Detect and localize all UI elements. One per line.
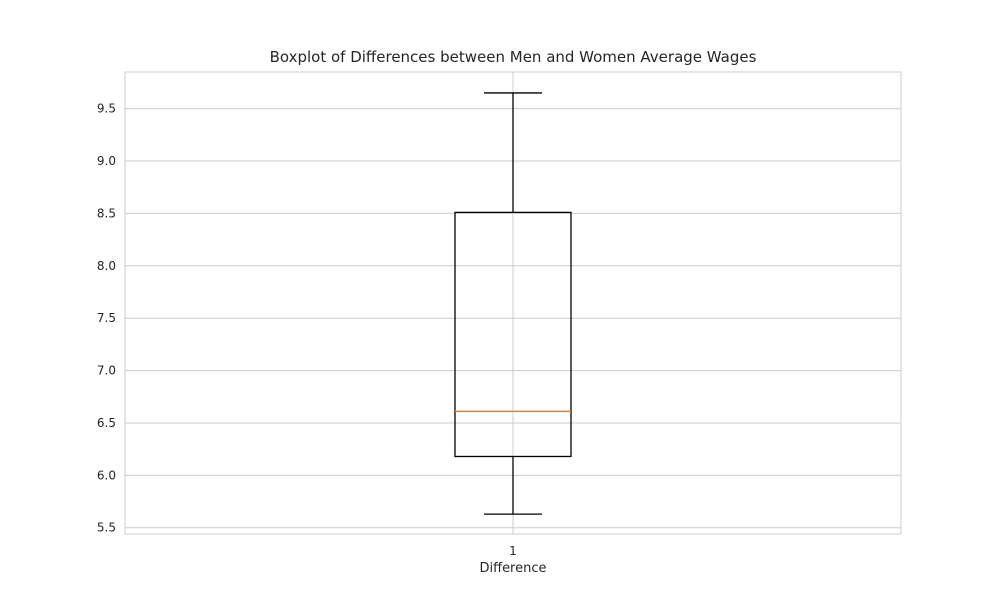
y-tick-label: 8.5 [97, 206, 116, 220]
x-axis: 1 [509, 544, 517, 558]
y-tick-label: 9.0 [97, 154, 116, 168]
x-axis-label: Difference [479, 561, 547, 576]
iqr-box [454, 211, 572, 458]
box-1 [454, 92, 572, 515]
y-axis: 5.5 6.0 6.5 7.0 7.5 8.0 8.5 9.0 9.5 [97, 102, 116, 535]
box-group [454, 92, 572, 515]
y-tick-label: 5.5 [97, 521, 116, 535]
y-tick-label: 8.0 [97, 259, 116, 273]
axes-frame [124, 71, 902, 535]
y-tick-label: 7.0 [97, 364, 116, 378]
chart-title: Boxplot of Differences between Men and W… [269, 48, 757, 66]
y-tick-label: 7.5 [97, 311, 116, 325]
y-tick-label: 9.5 [97, 102, 116, 116]
x-tick-label: 1 [509, 544, 517, 558]
y-tick-label: 6.5 [97, 416, 116, 430]
y-tick-label: 6.0 [97, 468, 116, 482]
